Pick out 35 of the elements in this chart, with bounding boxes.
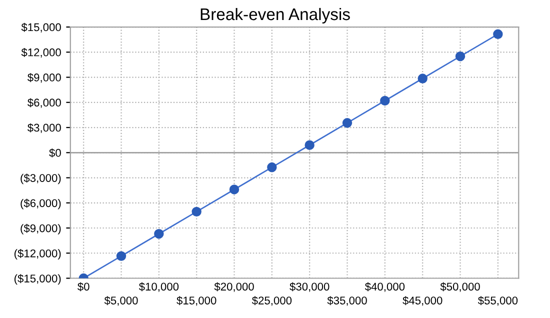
x-tick-label: $30,000 bbox=[290, 282, 330, 292]
y-tick-label: ($12,000) bbox=[14, 249, 61, 260]
point bbox=[304, 140, 314, 150]
x-tick-label: $50,000 bbox=[440, 282, 480, 292]
y-tick-label: $9,000 bbox=[28, 73, 61, 83]
x-tick-label: $10,000 bbox=[138, 282, 179, 292]
point bbox=[267, 162, 277, 172]
x-tick-label: $0 bbox=[78, 282, 90, 292]
point bbox=[342, 118, 352, 128]
point bbox=[154, 229, 164, 239]
y-tick-label: ($6,000) bbox=[20, 198, 61, 210]
y-tick-label: $12,000 bbox=[21, 48, 61, 58]
point bbox=[192, 206, 202, 217]
y-tick-label: ($9,000) bbox=[20, 224, 61, 234]
x-tick-label: $45,000 bbox=[402, 296, 442, 306]
chart-title: Break-even Analysis bbox=[200, 8, 350, 24]
point bbox=[418, 74, 428, 84]
point bbox=[229, 184, 240, 194]
x-tick-label: $5,000 bbox=[104, 296, 138, 306]
x-tick-label: $55,000 bbox=[478, 296, 518, 306]
point bbox=[493, 29, 503, 40]
x-tick-label: $25,000 bbox=[252, 296, 292, 306]
point bbox=[380, 96, 390, 106]
point bbox=[455, 51, 466, 62]
y-tick-label: $6,000 bbox=[28, 98, 61, 108]
y-tick-label: $0 bbox=[49, 148, 61, 158]
x-tick-label: $20,000 bbox=[214, 282, 254, 292]
x-tick-label: $35,000 bbox=[327, 296, 367, 306]
x-tick-label: $40,000 bbox=[364, 282, 405, 292]
y-tick-label: $15,000 bbox=[21, 22, 61, 32]
point bbox=[116, 251, 126, 261]
y-tick-label: ($15,000) bbox=[14, 274, 61, 285]
y-tick-label: ($3,000) bbox=[20, 174, 61, 184]
y-tick-label: $3,000 bbox=[28, 123, 61, 133]
x-tick-label: $15,000 bbox=[176, 296, 216, 306]
